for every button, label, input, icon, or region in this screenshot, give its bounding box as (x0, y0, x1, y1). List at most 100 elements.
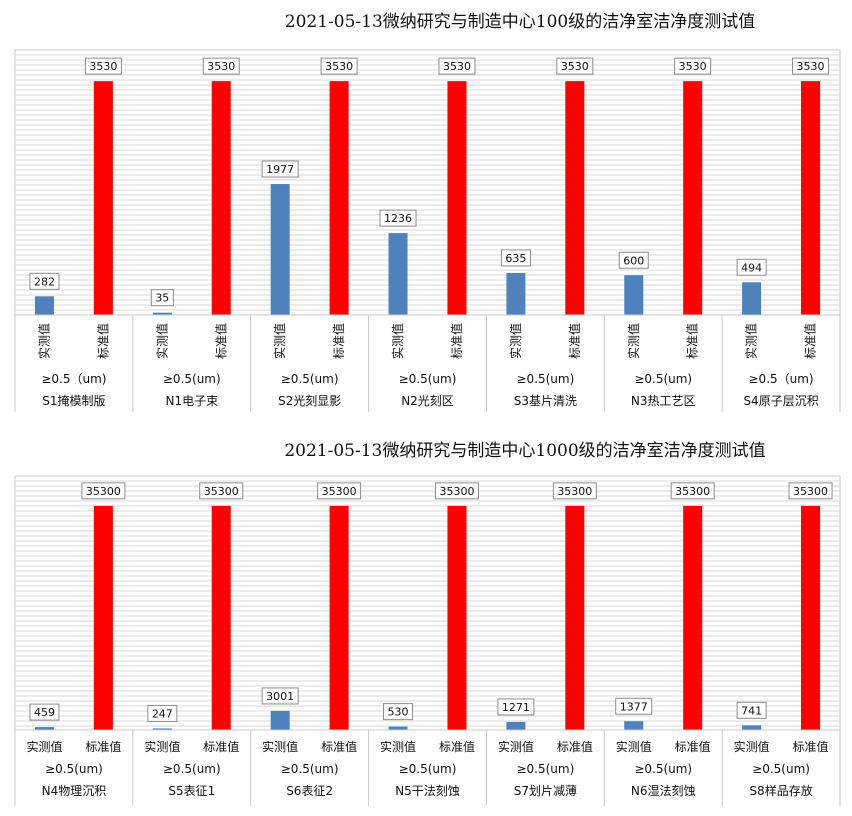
data-label-measured: 1377 (620, 700, 648, 713)
bar-measured-5 (624, 275, 644, 315)
group-name-label: S1掩模制版 (42, 394, 105, 408)
data-label-box (552, 482, 597, 500)
group-name-label: S3基片清洗 (514, 394, 577, 408)
data-label-standard: 35300 (204, 485, 239, 498)
data-label-box (618, 251, 649, 269)
series-label-measured: 实测值 (154, 323, 169, 359)
data-label-box (29, 703, 60, 721)
data-label-measured: 35 (155, 292, 169, 305)
chart-title: 2021-05-13微纳研究与制造中心1000级的洁净室洁净度测试值 (284, 441, 765, 461)
group-name-label: S7划片减薄 (514, 783, 577, 798)
series-label-measured: 实测值 (26, 739, 62, 754)
data-label-measured: 1977 (266, 163, 294, 176)
bar-measured-0 (34, 727, 54, 730)
series-label-measured: 实测值 (144, 739, 180, 754)
data-label-standard: 35300 (557, 485, 592, 498)
bar-measured-2 (270, 184, 290, 315)
series-label-measured: 实测值 (734, 739, 770, 754)
data-label-box (202, 57, 240, 75)
data-label-box (438, 57, 476, 75)
bar-measured-2 (270, 710, 290, 730)
particle-size-label: ≥0.5(um) (281, 372, 339, 386)
series-label-standard: 标准值 (675, 739, 711, 754)
group-name-label: N1电子束 (165, 394, 218, 408)
particle-size-label: ≥0.5（um) (41, 372, 106, 386)
group-name-label: N4物理沉积 (42, 784, 107, 798)
data-label-measured: 635 (505, 252, 526, 265)
data-label-box (556, 57, 594, 75)
bar-measured-3 (388, 726, 408, 730)
bar-measured-6 (742, 282, 762, 315)
series-label-standard: 标准值 (439, 739, 475, 754)
series-label-measured: 实测值 (272, 323, 287, 359)
series-label-standard: 标准值 (685, 323, 700, 359)
series-label-standard: 标准值 (449, 323, 464, 359)
bar-standard-0 (93, 505, 113, 730)
series-label-measured: 实测值 (390, 323, 405, 359)
series-label-standard: 标准值 (567, 323, 582, 359)
particle-size-label: ≥0.5(um) (281, 762, 339, 776)
group-name-label: N3热工艺区 (631, 394, 696, 408)
data-label-box (736, 701, 767, 719)
series-label-standard: 标准值 (203, 739, 239, 754)
group-name-label: N2光刻区 (401, 394, 454, 408)
data-label-standard: 35300 (793, 485, 828, 498)
data-label-standard: 3530 (797, 60, 825, 73)
data-label-standard: 3530 (325, 60, 353, 73)
particle-size-label: ≥0.5(um) (399, 372, 457, 386)
particle-size-label: ≥0.5(um) (634, 372, 692, 386)
bar-standard-5 (683, 505, 703, 730)
particle-size-label: ≥0.5(um) (163, 762, 221, 776)
bar-measured-1 (152, 728, 172, 730)
data-label-measured: 3001 (266, 690, 294, 703)
series-label-standard: 标准值 (331, 323, 346, 359)
gridlines (15, 480, 840, 727)
data-label-box (261, 160, 299, 178)
data-label-measured: 1271 (502, 701, 530, 714)
series-label-measured: 实测值 (508, 323, 523, 359)
group-name-label: S8样品存放 (749, 783, 812, 798)
bar-standard-5 (683, 81, 703, 315)
bar-standard-3 (447, 81, 467, 315)
chart-panel-1000-class: 2021-05-13微纳研究与制造中心1000级的洁净室洁净度测试值 459 353… (0, 426, 852, 816)
bar-standard-6 (801, 81, 821, 315)
bar-standard-2 (329, 81, 349, 315)
particle-size-label: ≥0.5(um) (516, 372, 574, 386)
data-label-box (615, 697, 653, 715)
bar-standard-1 (211, 505, 231, 730)
series-label-standard: 标准值 (803, 323, 818, 359)
data-label-box (379, 209, 417, 227)
group-name-label: S4原子层沉积 (743, 394, 818, 408)
chart-panel-100-class: 2021-05-13微纳研究与制造中心100级的洁净室洁净度测试值 282 3530… (14, 12, 841, 412)
bar-standard-2 (329, 505, 349, 730)
series-label-measured: 实测值 (498, 739, 534, 754)
group-name-label: S2光刻显影 (278, 394, 341, 408)
data-label-box (736, 258, 767, 276)
series-label-standard: 标准值 (213, 323, 228, 359)
data-label-measured: 494 (741, 261, 762, 274)
data-label-measured: 282 (34, 275, 55, 288)
data-label-standard: 3530 (561, 60, 589, 73)
group-name-label: N5干法刻蚀 (395, 784, 460, 798)
data-label-box (670, 482, 715, 500)
bar-standard-1 (211, 81, 231, 315)
chart-title: 2021-05-13微纳研究与制造中心100级的洁净室洁净度测试值 (285, 12, 755, 32)
bar-standard-4 (565, 81, 585, 315)
bar-standard-6 (801, 505, 821, 730)
bar-measured-5 (624, 721, 644, 730)
chart-100-class: 2021-05-13微纳研究与制造中心100级的洁净室洁净度测试值 282 3530… (14, 12, 841, 412)
series-label-standard: 标准值 (557, 739, 593, 754)
data-label-box (317, 482, 362, 500)
data-label-box (261, 687, 299, 705)
particle-size-label: ≥0.5(um) (752, 762, 810, 776)
data-label-box (150, 289, 174, 307)
data-label-measured: 741 (741, 704, 762, 717)
bar-standard-4 (565, 505, 585, 730)
bar-measured-1 (152, 312, 172, 315)
bar-standard-0 (93, 81, 113, 315)
series-label-standard: 标准值 (793, 739, 829, 754)
data-label-box (147, 704, 178, 722)
data-label-box (383, 703, 414, 721)
series-label-standard: 标准值 (85, 739, 121, 754)
bar-measured-0 (34, 296, 54, 315)
